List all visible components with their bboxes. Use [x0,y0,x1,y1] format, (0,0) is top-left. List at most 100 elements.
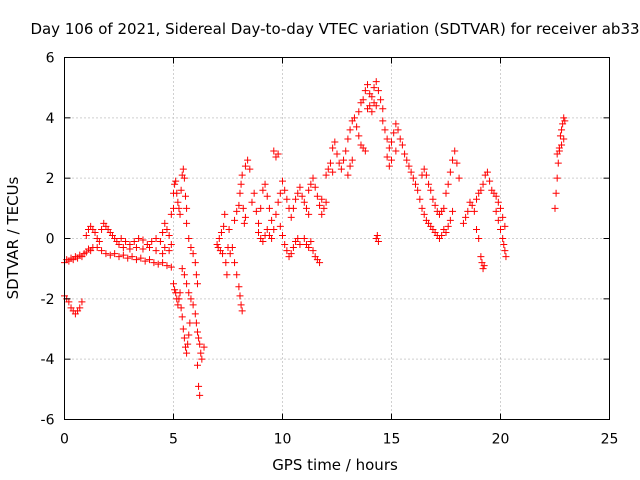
x-tick-label: 20 [492,432,510,448]
data-point [300,198,308,206]
data-point [554,159,562,167]
data-point [276,189,284,197]
data-point [353,123,361,131]
data-point [233,271,241,279]
data-point [187,295,195,303]
data-point [396,135,404,143]
data-point [165,231,173,239]
data-point [148,238,156,246]
y-tick-label: -2 [41,292,55,308]
data-point [93,244,101,252]
data-point [329,168,337,176]
data-point [137,254,145,262]
data-point [65,298,73,306]
data-point [283,247,291,255]
axis-ticks: 0 5 10 15 20 25 -6 -4 -2 0 2 4 6 [41,51,619,448]
data-point [405,162,413,170]
data-point [191,259,199,267]
data-point [429,195,437,203]
data-point [174,301,182,309]
data-point [374,87,382,95]
data-point [385,144,393,152]
data-point [342,147,350,155]
y-tick-label: 6 [46,51,55,67]
data-point [259,238,267,246]
data-point [82,231,90,239]
data-point [307,238,315,246]
data-point [453,159,461,167]
data-point [213,241,221,249]
data-point [248,198,256,206]
data-point [560,114,568,122]
data-point [486,177,494,185]
data-point [446,216,454,224]
data-point [235,283,243,291]
data-point [78,298,86,306]
data-point [244,156,252,164]
data-point [135,235,143,242]
data-point [499,213,507,221]
data-point [298,192,306,200]
data-point [236,292,244,300]
data-point [233,207,241,215]
data-point [459,219,467,227]
y-tick-label: -4 [41,352,55,368]
data-point [479,265,487,273]
data-point [270,225,278,233]
data-point [231,216,239,224]
data-point [119,251,127,259]
data-point [141,257,149,265]
data-point [184,340,192,348]
data-point [553,174,561,182]
data-point [558,141,566,149]
data-point [226,250,234,258]
data-point [422,171,430,179]
data-point [502,253,510,261]
data-point [287,213,295,221]
data-point [361,147,369,155]
data-point [344,135,352,143]
data-point [501,247,509,255]
data-point [98,225,106,233]
data-point [231,259,239,267]
data-point [235,201,243,209]
data-point [289,244,297,252]
data-point [329,144,337,152]
data-point [106,251,114,259]
data-point [146,244,154,252]
data-point [480,262,488,270]
data-point [159,250,167,258]
data-point [398,141,406,149]
data-point [167,263,175,271]
data-point [409,174,417,182]
data-point [150,259,158,267]
data-point [333,150,341,158]
data-point [193,328,201,336]
data-point [420,210,428,218]
data-point [289,204,297,212]
data-point [320,204,328,212]
data-point [219,250,227,258]
data-point [494,198,502,206]
data-point [222,259,230,267]
data-point [305,244,313,252]
data-point [350,114,358,122]
data-point [449,207,457,215]
data-point [193,361,201,369]
data-point [265,204,273,212]
data-point [337,165,345,173]
data-point [322,171,330,179]
data-point [178,265,186,273]
data-point [241,162,249,170]
data-point [555,147,563,155]
data-point [279,231,286,239]
data-point [403,156,411,164]
x-tick-label: 0 [60,432,69,448]
data-point [322,198,330,206]
data-point [189,301,197,309]
data-point [392,120,400,128]
data-point [318,195,326,203]
data-point [431,201,439,209]
data-point [274,198,282,206]
data-point [392,147,400,155]
